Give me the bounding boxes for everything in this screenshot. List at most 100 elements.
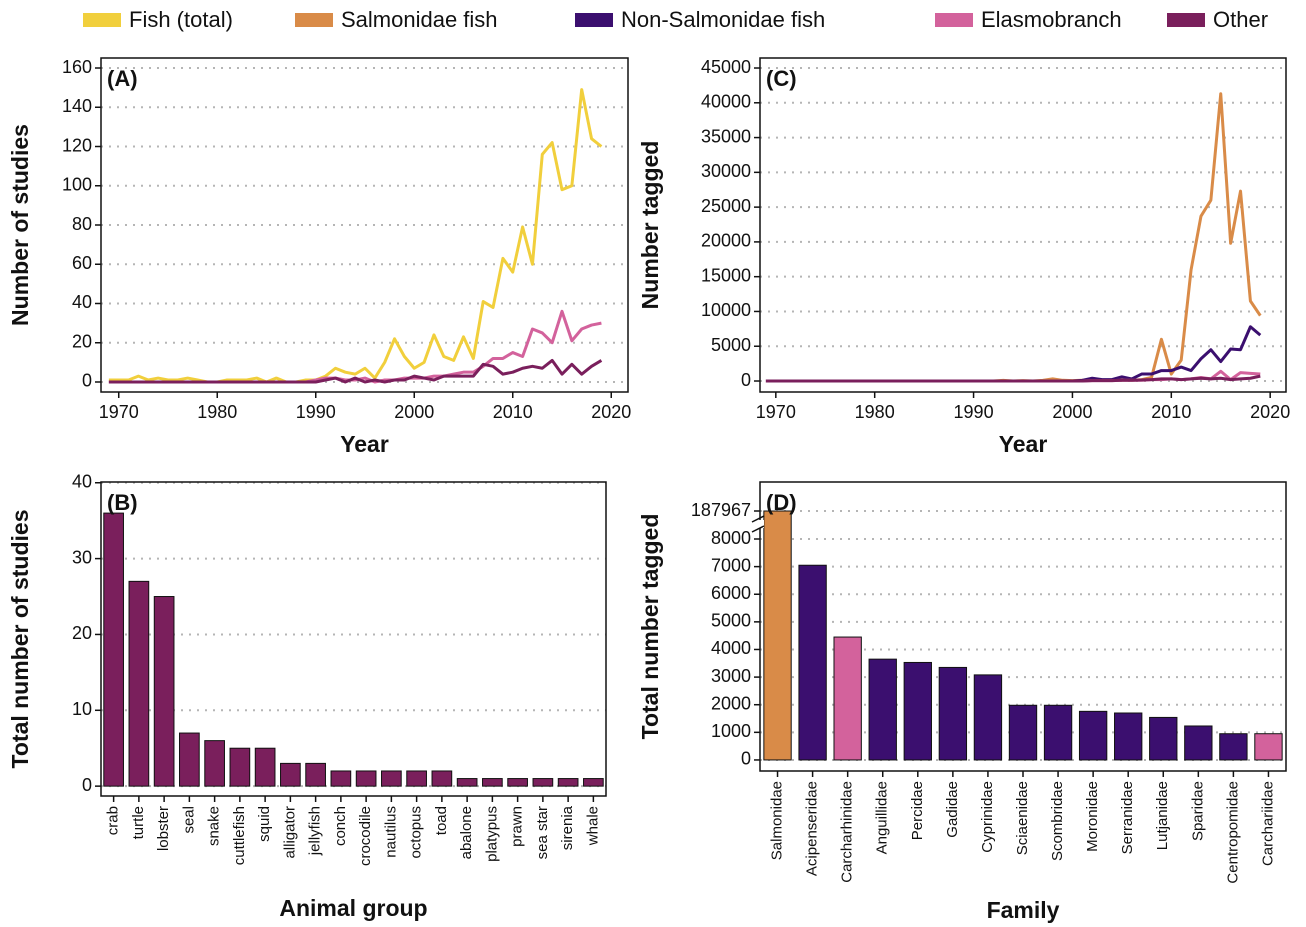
- x-tick-label: platypus: [483, 806, 500, 862]
- x-tick-label: 2010: [493, 402, 533, 422]
- bar: [482, 778, 503, 787]
- x-tick-label: Serranidae: [1119, 781, 1136, 854]
- bar: [763, 510, 792, 761]
- x-tick-label: 2020: [591, 402, 631, 422]
- y-tick-label: 0: [82, 371, 92, 391]
- panel-label: (C): [766, 66, 797, 91]
- x-tick-label: prawn: [509, 806, 526, 847]
- bar: [153, 596, 175, 787]
- x-tick-label: sirenia: [559, 805, 576, 850]
- x-tick-label: nautilus: [382, 806, 399, 858]
- x-tick-label: Cyprinidae: [979, 781, 996, 853]
- y-axis-title: Number tagged: [637, 141, 663, 310]
- x-tick-label: Lutjanidae: [1154, 781, 1171, 850]
- x-tick-label: 1980: [197, 402, 237, 422]
- x-tick-label: 2000: [394, 402, 434, 422]
- axis-break: [751, 515, 765, 523]
- bar: [305, 762, 326, 787]
- y-tick-label: 30000: [701, 161, 751, 181]
- axis-break: [751, 525, 765, 533]
- x-tick-label: 2010: [1151, 402, 1191, 422]
- y-tick-label: 120: [62, 135, 92, 155]
- x-tick-label: Salmonidae: [769, 781, 786, 860]
- y-axis-title: Number of studies: [7, 124, 33, 326]
- x-tick-label: Gadidae: [944, 781, 961, 838]
- legend-swatch: [575, 13, 613, 27]
- y-tick-label: 20: [72, 331, 92, 351]
- plot-frame: [759, 481, 1287, 772]
- x-tick-label: sea star: [534, 806, 551, 859]
- x-tick-label: squid: [256, 806, 273, 842]
- axis-break-gap: [756, 520, 764, 528]
- bar: [507, 778, 528, 787]
- bar: [868, 658, 897, 761]
- x-axis-title: Animal group: [279, 895, 427, 921]
- x-tick-label: lobster: [155, 806, 172, 851]
- bar: [1254, 733, 1283, 761]
- x-tick-label: 1970: [99, 402, 139, 422]
- x-tick-label: toad: [433, 806, 450, 835]
- x-tick-label: cuttlefish: [231, 806, 248, 865]
- bar: [532, 778, 554, 787]
- x-tick-label: 2000: [1052, 402, 1092, 422]
- legend-label: Fish (total): [129, 7, 233, 32]
- bar: [1078, 710, 1108, 761]
- bar: [280, 762, 301, 787]
- y-tick-label: 0: [82, 775, 92, 795]
- legend-swatch: [295, 13, 333, 27]
- series-line: [765, 325, 1262, 383]
- y-tick-label: 0: [741, 749, 751, 769]
- plot-frame: [100, 57, 629, 393]
- bar: [1219, 733, 1248, 761]
- legend-label: Other: [1213, 7, 1268, 32]
- y-tick-label: 20000: [701, 231, 751, 251]
- bar: [355, 770, 377, 787]
- bar: [833, 636, 862, 761]
- legend-swatch: [935, 13, 973, 27]
- legend-swatch: [83, 13, 121, 27]
- x-tick-label: Carchariidae: [1259, 781, 1276, 866]
- x-tick-label: turtle: [130, 806, 147, 839]
- bar: [973, 674, 1003, 761]
- y-tick-label: 40000: [701, 92, 751, 112]
- legend-label: Non-Salmonidae fish: [621, 7, 825, 32]
- bar: [583, 778, 604, 787]
- bar: [1008, 704, 1038, 761]
- y-tick-label: 4000: [711, 638, 751, 658]
- x-axis-title: Year: [340, 431, 389, 457]
- y-tick-label: 5000: [711, 611, 751, 631]
- bar: [903, 661, 932, 761]
- y-tick-label: 30: [72, 547, 92, 567]
- bar: [179, 732, 200, 787]
- y-tick-label: 35000: [701, 126, 751, 146]
- bar: [229, 747, 251, 787]
- y-tick-label: 2000: [711, 693, 751, 713]
- y-tick-label: 7000: [711, 555, 751, 575]
- legend-label: Salmonidae fish: [341, 7, 498, 32]
- bar: [938, 666, 968, 761]
- y-tick-label: 160: [62, 57, 92, 77]
- bar: [406, 770, 427, 787]
- x-tick-label: conch: [332, 806, 349, 846]
- x-tick-label: seal: [180, 806, 197, 834]
- y-tick-label: 45000: [701, 57, 751, 77]
- y-tick-label: 6000: [711, 583, 751, 603]
- x-tick-label: 1990: [296, 402, 336, 422]
- y-tick-label: 3000: [711, 666, 751, 686]
- x-tick-label: Percidae: [909, 781, 926, 840]
- x-tick-label: alligator: [281, 806, 298, 859]
- y-tick-label: 0: [741, 370, 751, 390]
- x-tick-label: octopus: [408, 806, 425, 859]
- y-tick-label: 8000: [711, 528, 751, 548]
- x-tick-label: 1990: [954, 402, 994, 422]
- x-tick-label: Anguillidae: [874, 781, 891, 854]
- y-tick-label: 5000: [711, 335, 751, 355]
- y-axis-title: Total number tagged: [637, 514, 663, 740]
- plot-frame: [100, 481, 607, 797]
- y-tick-label: 20: [72, 623, 92, 643]
- y-tick-label: 1000: [711, 721, 751, 741]
- bar: [1184, 725, 1213, 761]
- bar: [431, 770, 453, 787]
- y-tick-label: 10000: [701, 300, 751, 320]
- x-axis-title: Family: [987, 897, 1060, 923]
